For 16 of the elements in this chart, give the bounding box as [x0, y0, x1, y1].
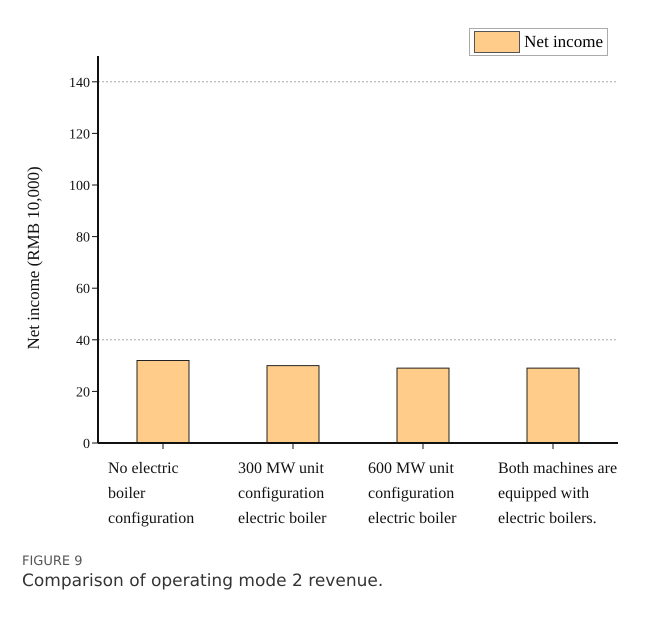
x-tick-label: Both machines are equipped with electric boilers. — [498, 460, 618, 527]
text: Comparison of operating mode 2 revenue. — [22, 571, 384, 591]
y-tick-label: 0 — [83, 436, 90, 452]
x-tick-label: 300 MW unit configuration electric boiler — [238, 460, 328, 527]
y-tick-label: 140 — [69, 76, 90, 91]
y-tick-label: 80 — [76, 230, 90, 246]
y-tick-label: 20 — [76, 385, 90, 400]
x-tick-label: 600 MW unit configuration electric boiler — [368, 460, 458, 527]
legend-label: Net income — [524, 32, 603, 52]
y-tick-label: 120 — [69, 127, 90, 142]
y-axis-title: Net income (RMB 10,000) — [24, 166, 44, 350]
y-tick-label: 60 — [76, 282, 90, 298]
y-tick-label: 100 — [69, 178, 90, 194]
y-tick-label: 40 — [76, 334, 90, 349]
caption: FIGURE 9 — [22, 554, 84, 569]
x-tick-label: No electric boiler configuration — [108, 460, 194, 527]
